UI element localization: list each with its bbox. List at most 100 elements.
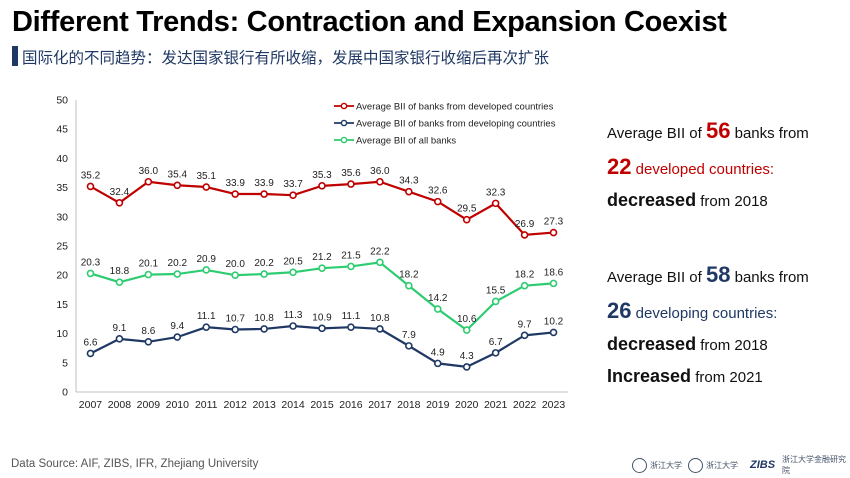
data-point — [86, 182, 95, 191]
data-label: 10.2 — [544, 316, 564, 327]
data-point — [549, 228, 558, 237]
logo-text: 浙江大学 — [706, 460, 738, 470]
data-label: 32.4 — [110, 187, 130, 198]
aif-logo: 浙江大学金融研究院 — [782, 455, 846, 475]
data-point — [491, 297, 500, 306]
summary-line-4: Average BII of 58 banks from — [607, 262, 809, 288]
data-label: 36.0 — [139, 166, 159, 177]
summary-text: from 2021 — [691, 369, 763, 386]
data-label: 10.9 — [312, 312, 332, 323]
data-point — [347, 262, 355, 271]
summary-line-3: decreased from 2018 — [607, 190, 768, 211]
data-point — [405, 187, 413, 196]
data-point — [347, 180, 355, 188]
data-point — [318, 182, 326, 190]
x-tick-label: 2022 — [513, 399, 537, 411]
data-label: 35.3 — [312, 170, 332, 181]
summary-text: from 2018 — [696, 337, 768, 354]
data-label: 7.9 — [402, 330, 416, 341]
summary-text: developed countries: — [631, 161, 775, 178]
legend-marker — [340, 102, 348, 110]
data-label: 35.6 — [341, 168, 361, 179]
x-tick-label: 2015 — [310, 399, 334, 411]
x-tick-label: 2019 — [426, 399, 450, 411]
y-tick-label: 20 — [56, 270, 68, 282]
x-tick-label: 2016 — [339, 399, 363, 411]
trend-word: Increased — [607, 366, 692, 386]
data-point — [376, 258, 384, 267]
data-point — [405, 281, 413, 290]
data-label: 18.2 — [399, 270, 419, 281]
data-point — [433, 197, 442, 206]
emblem-icon — [688, 457, 703, 473]
emblem-icon — [632, 457, 647, 473]
x-tick-label: 2011 — [195, 399, 218, 411]
zju-logo-2: 浙江大学 — [688, 456, 738, 474]
data-point — [347, 323, 355, 331]
data-label: 26.9 — [515, 219, 535, 230]
data-label: 10.8 — [254, 313, 274, 324]
data-point — [549, 328, 558, 337]
data-label: 10.7 — [225, 314, 245, 325]
data-label: 9.7 — [518, 319, 532, 330]
data-point — [260, 325, 268, 333]
data-label: 20.0 — [225, 259, 245, 270]
data-label: 15.5 — [486, 285, 506, 296]
summary-text: banks from — [730, 269, 809, 286]
data-label: 14.2 — [428, 293, 448, 304]
summary-line-2: 22 developed countries: — [607, 154, 774, 180]
line-chart: 0 5 10 15 20 25 30 35 40 45 50 2007 2008 2009 2010 2011… — [56, 95, 568, 411]
data-point — [202, 183, 211, 191]
data-point — [86, 349, 95, 358]
data-point — [549, 279, 558, 288]
developing-country-count: 26 — [607, 298, 632, 323]
data-label: 6.7 — [489, 337, 503, 348]
logo-text: 浙江大学 — [650, 460, 682, 470]
data-point — [144, 270, 153, 279]
y-tick-label: 45 — [56, 124, 68, 136]
data-label: 20.3 — [81, 257, 101, 268]
developed-country-count: 22 — [607, 154, 632, 179]
data-label: 35.4 — [168, 169, 188, 180]
data-label: 20.1 — [139, 259, 159, 270]
legend-entry: Average BII of banks from developed coun… — [356, 102, 554, 113]
page-subtitle: 国际化的不同趋势：发达国家银行有所收缩，发展中国家银行收缩后再次扩张 — [22, 49, 550, 67]
partner-logos: 浙江大学 浙江大学 ZIBS 浙江大学金融研究院 — [632, 455, 846, 475]
data-label: 4.9 — [431, 347, 445, 358]
summary-text: Average BII of — [607, 125, 706, 142]
data-point — [144, 337, 153, 346]
data-point — [462, 215, 471, 224]
x-tick-label: 2012 — [223, 399, 247, 411]
y-tick-label: 10 — [56, 328, 68, 340]
summary-text: from 2018 — [696, 193, 768, 210]
data-label: 4.3 — [460, 351, 474, 362]
summary-line-1: Average BII of 56 banks from — [607, 118, 809, 144]
logo-text: 浙江大学金融研究院 — [782, 455, 846, 475]
x-tick-label: 2021 — [484, 399, 508, 411]
data-label: 22.2 — [370, 246, 390, 257]
y-tick-label: 40 — [56, 153, 68, 165]
legend-marker — [340, 136, 348, 144]
data-label: 18.2 — [515, 270, 535, 281]
trend-word: decreased — [607, 334, 697, 354]
y-tick-label: 0 — [62, 387, 68, 399]
x-tick-label: 2014 — [281, 399, 305, 411]
data-label: 18.6 — [544, 267, 564, 278]
data-point — [231, 190, 239, 198]
data-point — [289, 322, 297, 330]
data-label: 20.2 — [168, 258, 188, 269]
summary-line-7: Increased from 2021 — [607, 366, 763, 387]
data-point — [491, 349, 500, 357]
data-point — [86, 269, 95, 278]
summary-text: developing countries: — [631, 305, 778, 322]
data-point — [260, 190, 268, 198]
data-point — [376, 325, 384, 333]
data-label: 6.6 — [84, 337, 98, 348]
data-label: 33.9 — [254, 178, 274, 189]
x-tick-label: 2017 — [368, 399, 392, 411]
data-point — [231, 325, 239, 334]
summary-line-5: 26 developing countries: — [607, 298, 777, 324]
series-line — [89, 180, 554, 237]
x-tick-label: 2009 — [137, 399, 161, 411]
developing-bank-count: 58 — [705, 262, 731, 287]
